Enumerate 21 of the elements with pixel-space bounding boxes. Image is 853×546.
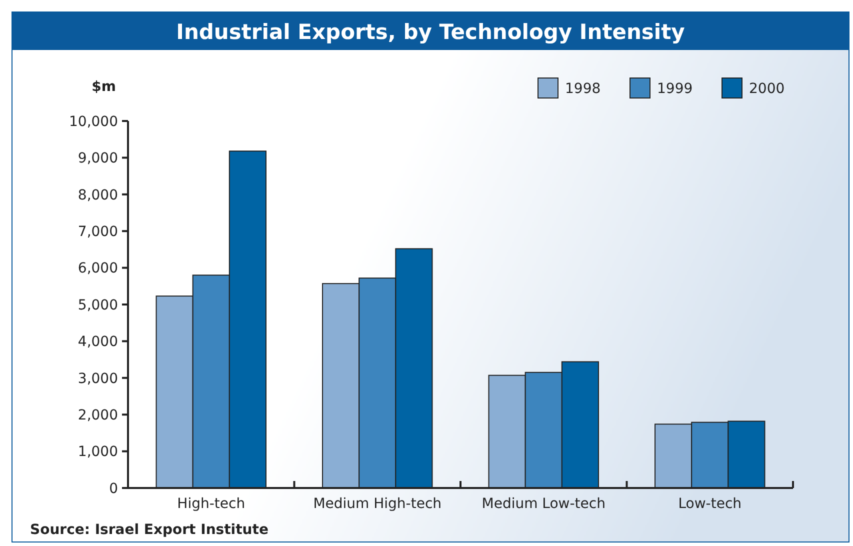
y-tick-label: 0 [109,480,118,497]
x-tick-label: Medium Low-tech [482,496,606,512]
y-tick-label: 9,000 [78,150,118,167]
y-tick-label: 7,000 [78,224,118,240]
y-tick-label: 5,000 [78,297,118,314]
y-tick-label: 8,000 [78,187,118,204]
y-tick-label: 3,000 [78,370,118,387]
x-tick-label: Low-tech [678,496,742,512]
y-tick-label: 2,000 [78,408,118,424]
chart-title: Industrial Exports, by Technology Intensity [176,20,686,44]
y-tick-label: 4,000 [78,334,118,350]
x-tick-label: High-tech [177,496,246,512]
y-axis-title: $m [92,79,116,95]
x-tick-label: Medium High-tech [313,496,442,512]
source-note: Source: Israel Export Institute [30,522,268,538]
y-tick-label: 10,000 [69,114,118,130]
legend-label: 1999 [657,80,693,97]
y-tick-label: 6,000 [78,260,118,277]
legend-label: 2000 [749,80,785,97]
legend-label: 1998 [565,80,601,97]
y-tick-label: 1,000 [78,444,118,460]
